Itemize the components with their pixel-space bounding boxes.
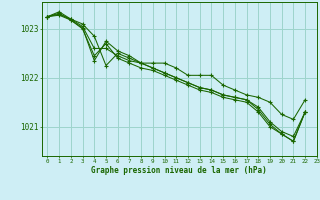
X-axis label: Graphe pression niveau de la mer (hPa): Graphe pression niveau de la mer (hPa) (91, 166, 267, 175)
